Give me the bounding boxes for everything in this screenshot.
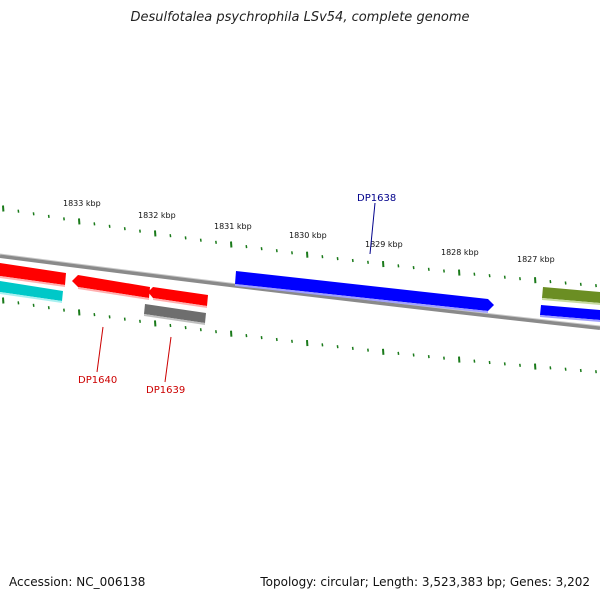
kbp-label-1828: 1828 kbp [441,248,479,257]
kbp-label-1833: 1833 kbp [63,199,101,208]
gene-cyan-left[interactable] [0,281,63,301]
label-DP1639[interactable]: DP1639 [146,385,185,396]
kbp-label-1827: 1827 kbp [517,255,555,264]
gene-DP1639[interactable] [148,287,208,306]
kbp-label-1831: 1831 kbp [214,222,252,231]
gene-red-left[interactable] [0,263,66,285]
leader-DP1640 [96,326,104,373]
genome-backbone [0,254,600,330]
label-DP1640[interactable]: DP1640 [78,375,117,386]
gene-DP1638[interactable] [235,271,494,311]
kbp-label-1832: 1832 kbp [138,211,176,220]
gene-DP1640[interactable] [72,275,150,298]
kbp-label-1830: 1830 kbp [289,231,327,240]
gene-gray[interactable] [144,304,206,323]
gene-olive-right[interactable] [542,287,600,303]
leader-DP1639 [164,336,172,383]
outer-scale-ticks [2,205,597,288]
accession-text: Accession: NC_006138 [9,575,146,589]
map-title: Desulfotalea psychrophila LSv54, complet… [130,10,470,25]
kbp-label-1829: 1829 kbp [365,240,403,249]
label-DP1638[interactable]: DP1638 [357,193,396,204]
inner-scale-ticks [2,297,597,374]
genome-info-text: Topology: circular; Length: 3,523,383 bp… [260,575,590,589]
scale-labels: 1833 kbp 1832 kbp 1831 kbp 1830 kbp 1829… [63,199,555,264]
leader-DP1638 [369,202,376,255]
